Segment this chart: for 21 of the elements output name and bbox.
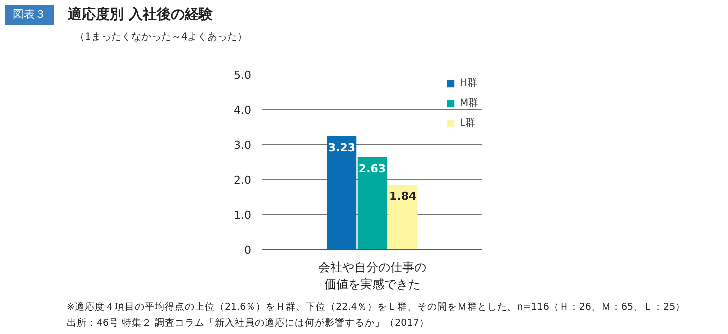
text: 適応度別 入社後の経験 bbox=[68, 6, 213, 25]
text: 出所：46号 特集２ 調査コラム「新入社員の適応には何が影響するか」（2017） bbox=[67, 316, 430, 330]
text: 図表３ bbox=[5, 5, 54, 25]
text: ※適応度４項目の平均得点の上位（21.6％）をＨ群、下位（22.4％）をＬ群、その間をＭ群とした。n=116（Ｈ：26、Ｍ：65、Ｌ：25） bbox=[67, 301, 686, 315]
y-tick-label: 4.0 bbox=[234, 104, 252, 117]
y-tick-label: 0 bbox=[244, 244, 252, 257]
data-label: 3.23 bbox=[328, 141, 356, 154]
legend-label: H群 bbox=[460, 77, 479, 90]
data-label: 1.84 bbox=[389, 190, 417, 204]
y-tick-label: 3.0 bbox=[234, 139, 252, 152]
legend-label: L群 bbox=[460, 117, 477, 130]
y-tick-label: 2.0 bbox=[234, 174, 252, 187]
x-tick-label: 会社や自分の仕事の価値を実感できた bbox=[318, 260, 426, 292]
bar bbox=[388, 185, 418, 250]
bar bbox=[358, 157, 388, 250]
legend-label: M群 bbox=[460, 97, 480, 110]
y-tick-label: 5.0 bbox=[234, 69, 252, 82]
data-label: 2.63 bbox=[358, 162, 386, 176]
y-tick-label: 1.0 bbox=[234, 209, 252, 222]
bar bbox=[327, 136, 357, 250]
text: （1まったくなかった～4よくあった） bbox=[75, 31, 248, 45]
